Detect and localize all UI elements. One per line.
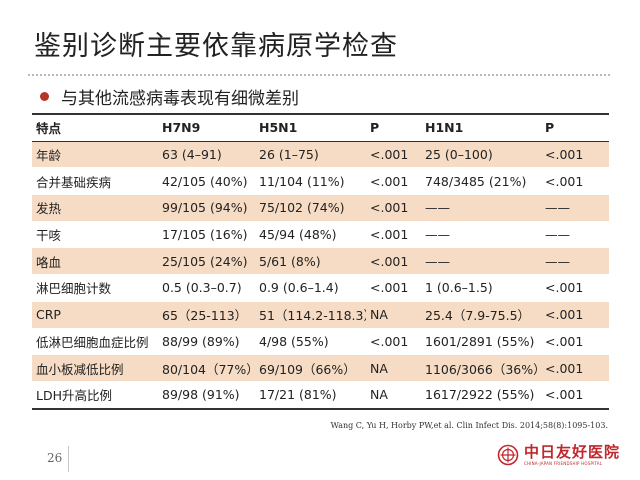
cell-p-h5n1: <.001 [366, 167, 421, 196]
cell-h5n1: 75/102 (74%) [255, 194, 366, 222]
slide-title: 鉴别诊断主要依靠病原学检查 [34, 31, 398, 62]
cell-feature: 血小板减低比例 [32, 354, 158, 382]
comparison-table: 特点 H7N9 H5N1 P H1N1 P 年龄 63 (4–91) 26 (1… [32, 112, 609, 410]
cell-feature: 咯血 [32, 247, 158, 276]
cell-h7n9: 89/98 (91%) [158, 381, 255, 410]
cell-h5n1: 69/109（66%） [255, 354, 366, 382]
bullet-item: 与其他流感病毒表现有细微差别 [40, 84, 299, 109]
cell-feature: CRP [32, 301, 158, 329]
cell-h7n9: 17/105 (16%) [158, 221, 255, 249]
cell-h7n9: 65（25-113） [158, 301, 255, 329]
cell-h5n1: 26 (1–75) [255, 141, 366, 169]
cell-h7n9: 80/104（77%） [158, 354, 255, 382]
bullet-dot-icon [40, 92, 49, 101]
cell-feature: 淋巴细胞计数 [32, 274, 158, 302]
header-p-h1n1: P [541, 112, 609, 142]
cell-p-h1n1: —— [541, 221, 609, 249]
header-h7n9: H7N9 [158, 112, 255, 142]
cell-h1n1: 1617/2922 (55%) [421, 381, 541, 410]
header-p-h5n1: P [366, 112, 421, 142]
cell-h7n9: 0.5 (0.3–0.7) [158, 274, 255, 302]
cell-h7n9: 99/105 (94%) [158, 194, 255, 222]
page-number: 26 [47, 451, 63, 465]
cell-feature: 年龄 [32, 141, 158, 169]
cell-h7n9: 88/99 (89%) [158, 328, 255, 356]
footer-divider [68, 446, 69, 472]
cell-h7n9: 63 (4–91) [158, 141, 255, 169]
header-feature: 特点 [32, 112, 158, 142]
header-h5n1: H5N1 [255, 112, 366, 142]
citation: Wang C, Yu H, Horby PW,et al. Clin Infec… [330, 421, 608, 430]
hospital-name-cn: 中日友好医院 [523, 442, 620, 461]
cell-feature: 发热 [32, 194, 158, 222]
cell-h5n1: 11/104 (11%) [255, 167, 366, 196]
cell-p-h1n1: —— [541, 194, 609, 222]
title-divider [28, 74, 610, 76]
cell-p-h1n1: <.001 [541, 328, 609, 356]
table-header-row: 特点 H7N9 H5N1 P H1N1 P [32, 112, 609, 142]
hospital-name-en: CHINA-JAPAN FRIENDSHIP HOSPITAL [523, 460, 603, 466]
cell-h5n1: 4/98 (55%) [255, 328, 366, 356]
cell-p-h1n1: <.001 [541, 354, 609, 382]
cell-h1n1: 25 (0–100) [421, 141, 541, 169]
cell-p-h5n1: <.001 [366, 247, 421, 276]
cell-p-h5n1: <.001 [366, 274, 421, 302]
cell-h5n1: 51（114.2-118.3） [255, 301, 366, 329]
hospital-logo: 中日友好医院 CHINA-JAPAN FRIENDSHIP HOSPITAL [497, 444, 620, 466]
cell-p-h1n1: —— [541, 247, 609, 276]
cell-p-h1n1: <.001 [541, 141, 609, 169]
cell-h1n1: 1106/3066（36%） [421, 354, 541, 382]
table-row: LDH升高比例 89/98 (91%) 17/21 (81%) NA 1617/… [32, 381, 609, 410]
table-row: 发热 99/105 (94%) 75/102 (74%) <.001 —— —— [32, 194, 609, 222]
cell-feature: 低淋巴细胞血症比例 [32, 328, 158, 356]
cell-h5n1: 0.9 (0.6–1.4) [255, 274, 366, 302]
cell-h7n9: 42/105 (40%) [158, 167, 255, 196]
cell-feature: LDH升高比例 [32, 381, 158, 410]
cell-p-h1n1: <.001 [541, 301, 609, 329]
cell-h7n9: 25/105 (24%) [158, 247, 255, 276]
bullet-text: 与其他流感病毒表现有细微差别 [61, 89, 299, 109]
table-row: 合并基础疾病 42/105 (40%) 11/104 (11%) <.001 7… [32, 167, 609, 196]
cell-h1n1: —— [421, 194, 541, 222]
cell-h1n1: 748/3485 (21%) [421, 167, 541, 196]
header-h1n1: H1N1 [421, 112, 541, 142]
table-row: 咯血 25/105 (24%) 5/61 (8%) <.001 —— —— [32, 247, 609, 276]
hospital-emblem-icon [497, 444, 519, 466]
cell-p-h5n1: NA [366, 381, 421, 410]
cell-h1n1: —— [421, 247, 541, 276]
cell-h5n1: 17/21 (81%) [255, 381, 366, 410]
cell-p-h5n1: <.001 [366, 141, 421, 169]
table-row: CRP 65（25-113） 51（114.2-118.3） NA 25.4（7… [32, 301, 609, 329]
cell-h1n1: 25.4（7.9-75.5） [421, 301, 541, 329]
table-row: 低淋巴细胞血症比例 88/99 (89%) 4/98 (55%) <.001 1… [32, 328, 609, 356]
cell-p-h5n1: <.001 [366, 221, 421, 249]
cell-feature: 干咳 [32, 221, 158, 249]
cell-h1n1: 1 (0.6–1.5) [421, 274, 541, 302]
cell-h5n1: 45/94 (48%) [255, 221, 366, 249]
cell-h1n1: 1601/2891 (55%) [421, 328, 541, 356]
cell-p-h1n1: <.001 [541, 167, 609, 196]
cell-p-h1n1: <.001 [541, 381, 609, 410]
cell-p-h1n1: <.001 [541, 274, 609, 302]
cell-h5n1: 5/61 (8%) [255, 247, 366, 276]
table-row: 淋巴细胞计数 0.5 (0.3–0.7) 0.9 (0.6–1.4) <.001… [32, 274, 609, 302]
table-row: 血小板减低比例 80/104（77%） 69/109（66%） NA 1106/… [32, 354, 609, 382]
cell-p-h5n1: NA [366, 354, 421, 382]
cell-p-h5n1: <.001 [366, 194, 421, 222]
cell-p-h5n1: <.001 [366, 328, 421, 356]
cell-feature: 合并基础疾病 [32, 167, 158, 196]
cell-h1n1: —— [421, 221, 541, 249]
table-row: 干咳 17/105 (16%) 45/94 (48%) <.001 —— —— [32, 221, 609, 249]
table-row: 年龄 63 (4–91) 26 (1–75) <.001 25 (0–100) … [32, 141, 609, 169]
cell-p-h5n1: NA [366, 301, 421, 329]
